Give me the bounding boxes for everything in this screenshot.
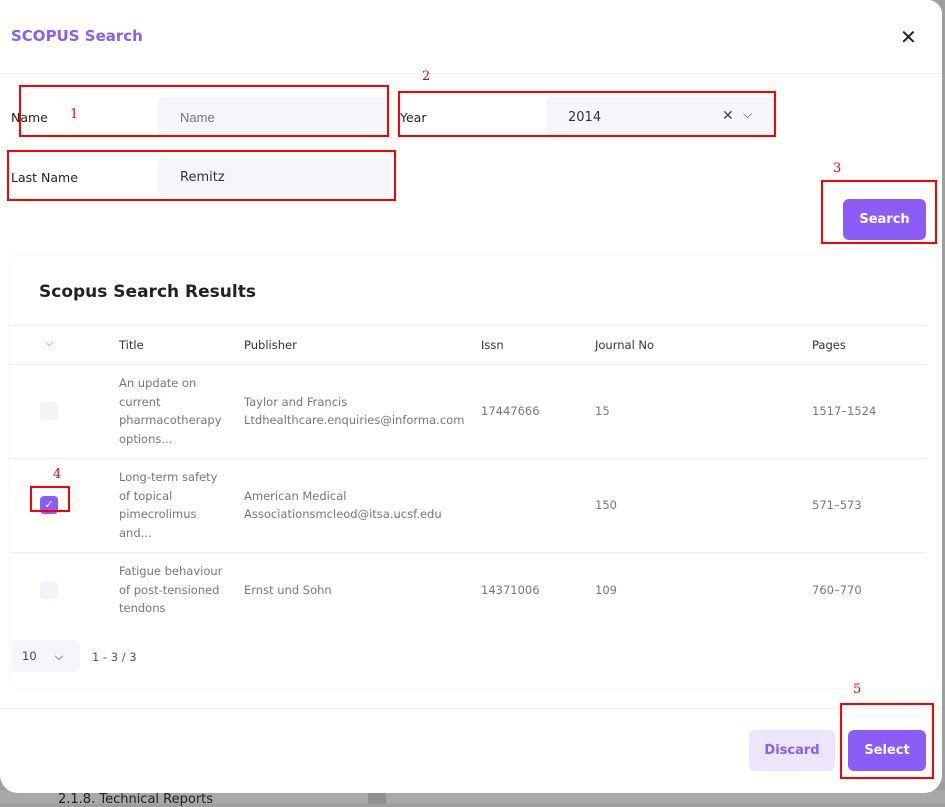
name-input[interactable] bbox=[158, 97, 388, 137]
title-line: An update on bbox=[119, 376, 197, 390]
cell-journal-no: 109 bbox=[595, 583, 617, 597]
column-issn[interactable]: Issn bbox=[481, 338, 504, 352]
title-line: Long-term safety bbox=[119, 470, 218, 484]
cell-publisher: Ernst und Sohn bbox=[244, 581, 332, 600]
title-line: pimecrolimus bbox=[119, 507, 197, 521]
title-line: current bbox=[119, 394, 161, 409]
year-label: Year bbox=[400, 110, 427, 125]
last-name-value: Remitz bbox=[180, 169, 225, 185]
search-button[interactable]: Search bbox=[843, 199, 926, 240]
cell-title: Long-term safety of topical pimecrolimus an… bbox=[119, 468, 217, 542]
cell-journal-no: 150 bbox=[595, 498, 617, 512]
publisher-line: American Medical bbox=[244, 488, 347, 503]
divider bbox=[10, 364, 926, 365]
dialog-title: SCOPUS Search bbox=[11, 27, 143, 45]
column-pages[interactable]: Pages bbox=[812, 338, 846, 352]
cell-pages: 760–770 bbox=[812, 583, 862, 597]
annotation-number-2: 2 bbox=[422, 69, 431, 84]
divider bbox=[0, 708, 942, 709]
cell-publisher: American Medical Associationsmcleod@itsa.… bbox=[244, 487, 442, 524]
annotation-number-3: 3 bbox=[833, 161, 842, 176]
scopus-search-dialog: SCOPUS Search ✕ Name Year 2014 ✕ ⌵ Last … bbox=[0, 0, 942, 793]
divider bbox=[10, 325, 926, 326]
column-journal-no[interactable]: Journal No bbox=[595, 338, 655, 352]
divider bbox=[0, 73, 942, 74]
title-line: of topical bbox=[119, 488, 173, 503]
results-card: Scopus Search Results ⌵ Title Publisher … bbox=[10, 255, 936, 688]
page-size-value: 10 bbox=[22, 649, 37, 663]
title-line: tendons bbox=[119, 601, 166, 616]
name-label: Name bbox=[11, 110, 48, 125]
select-all-chevron-icon[interactable]: ⌵ bbox=[45, 336, 54, 349]
annotation-number-5: 5 bbox=[853, 682, 862, 697]
year-select[interactable]: 2014 bbox=[546, 97, 776, 137]
background-section-title: 2.1.8. Technical Reports bbox=[58, 792, 214, 807]
discard-button[interactable]: Discard bbox=[749, 730, 835, 771]
column-title[interactable]: Title bbox=[119, 338, 144, 352]
page-size-select[interactable]: 10 ⌵ bbox=[12, 640, 80, 672]
publisher-line: Ernst und Sohn bbox=[244, 582, 332, 597]
cell-pages: 571–573 bbox=[812, 498, 862, 512]
title-line: and... bbox=[119, 525, 152, 540]
clear-icon[interactable]: ✕ bbox=[722, 108, 734, 124]
cell-pages: 1517–1524 bbox=[812, 404, 877, 418]
cell-title: Fatigue behaviour of post-tensioned tendon… bbox=[119, 562, 222, 618]
title-line: of post-tensioned bbox=[119, 582, 220, 597]
row-checkbox[interactable] bbox=[40, 402, 58, 420]
row-divider bbox=[10, 458, 926, 459]
title-line: pharmacotherapy bbox=[119, 413, 222, 427]
publisher-line: Taylor and Francis bbox=[244, 394, 348, 409]
row-divider bbox=[10, 552, 926, 553]
row-checkbox[interactable]: ✓ bbox=[40, 496, 58, 514]
background-block bbox=[368, 790, 386, 804]
background-page: 2.1.8. Technical Reports bbox=[0, 790, 945, 807]
results-title: Scopus Search Results bbox=[39, 282, 256, 302]
publisher-line: Ltdhealthcare.enquiries@informa.com bbox=[244, 413, 465, 427]
column-publisher[interactable]: Publisher bbox=[244, 338, 297, 352]
year-value: 2014 bbox=[568, 109, 602, 125]
row-checkbox[interactable] bbox=[40, 581, 58, 599]
title-line: Fatigue behaviour bbox=[119, 564, 223, 579]
chevron-down-icon[interactable]: ⌵ bbox=[743, 107, 753, 121]
annotation-number-1: 1 bbox=[70, 107, 79, 122]
annotation-number-4: 4 bbox=[53, 467, 62, 482]
select-button[interactable]: Select bbox=[848, 730, 926, 771]
cell-issn: 14371006 bbox=[481, 583, 540, 597]
cell-publisher: Taylor and Francis Ltdhealthcare.enquirie… bbox=[244, 393, 464, 430]
cell-issn: 17447666 bbox=[481, 404, 540, 418]
pagination-info: 1 - 3 / 3 bbox=[92, 650, 137, 664]
last-name-input[interactable]: Remitz bbox=[158, 157, 390, 197]
publisher-line: Associationsmcleod@itsa.ucsf.edu bbox=[244, 507, 442, 521]
title-line: options... bbox=[119, 431, 173, 446]
close-icon[interactable]: ✕ bbox=[900, 25, 917, 49]
last-name-label: Last Name bbox=[11, 170, 78, 185]
cell-title: An update on current pharmacotherapy option… bbox=[119, 374, 222, 448]
cell-journal-no: 15 bbox=[595, 404, 610, 418]
chevron-down-icon: ⌵ bbox=[54, 648, 64, 663]
